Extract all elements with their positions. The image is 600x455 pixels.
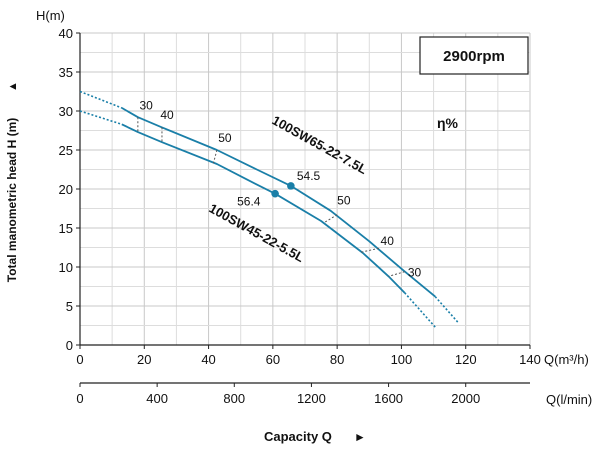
curve-dotted-start	[79, 110, 123, 126]
x-axis-label: Capacity Q	[264, 429, 332, 444]
efficiency-iso-line	[324, 214, 338, 223]
series-label: 100SW45-22-5.5L	[207, 201, 307, 266]
curve-dotted-end	[434, 296, 459, 323]
y-tick-label: 10	[59, 260, 73, 275]
x2-tick-label: 2000	[451, 391, 480, 406]
curves	[79, 90, 459, 328]
efficiency-label: 50	[218, 131, 232, 145]
efficiency-label: 30	[139, 98, 153, 112]
curve-dotted-start	[79, 90, 123, 109]
best-efficiency-point	[287, 182, 295, 190]
series-label: 100SW65-22-7.5L	[270, 113, 370, 178]
y-tick-label: 5	[66, 299, 73, 314]
x2-tick-label: 1200	[297, 391, 326, 406]
x2-tick-label: 1600	[374, 391, 403, 406]
x-axis-arrow: ►	[354, 430, 366, 444]
x-tick-label: 80	[330, 352, 344, 367]
bep-label: 56.4	[237, 195, 261, 209]
efficiency-iso-line	[361, 247, 380, 253]
curve-100SW45-22-5.5L	[121, 123, 406, 294]
best-efficiency-point	[271, 189, 279, 198]
curve-100SW65-22-7.5L	[121, 107, 436, 298]
efficiency-label: 30	[408, 265, 422, 279]
y-axis-arrow: ▲	[7, 81, 19, 92]
y-tick-label: 30	[59, 104, 73, 119]
efficiency-label: 40	[160, 108, 174, 122]
x-tick-label: 20	[137, 352, 151, 367]
efficiency-label: 40	[381, 234, 395, 248]
x2-tick-label: 400	[146, 391, 168, 406]
y-tick-label: 40	[59, 26, 73, 41]
x-tick-label: 140	[519, 352, 541, 367]
x2-tick-label: 0	[76, 391, 83, 406]
x-tick-label: 60	[266, 352, 280, 367]
efficiency-label: η%	[437, 115, 459, 131]
y-tick-label: 35	[59, 65, 73, 80]
y-tick-label: 0	[66, 338, 73, 353]
efficiency-label: 50	[337, 194, 351, 208]
bep-label: 54.5	[297, 169, 321, 183]
curve-dotted-end	[404, 292, 436, 328]
y-axis-label: Total manometric head H (m)	[5, 118, 19, 282]
speed-box	[419, 36, 529, 75]
y-tick-label: 15	[59, 221, 73, 236]
x-unit-bottom: Q(l/min)	[546, 392, 592, 407]
x-tick-label: 120	[455, 352, 477, 367]
efficiency-iso-line	[212, 149, 218, 164]
y-tick-label: 20	[59, 182, 73, 197]
y-unit-label: H(m)	[36, 8, 65, 23]
speed-label: 2900rpm	[443, 48, 505, 65]
x-unit-top: Q(m³/h)	[544, 352, 589, 367]
efficiency-iso-line	[388, 271, 405, 277]
x2-tick-label: 800	[223, 391, 245, 406]
x-tick-label: 100	[391, 352, 413, 367]
y-tick-label: 25	[59, 143, 73, 158]
x-tick-label: 0	[76, 352, 83, 367]
x-tick-label: 40	[201, 352, 215, 367]
grid	[80, 32, 531, 345]
